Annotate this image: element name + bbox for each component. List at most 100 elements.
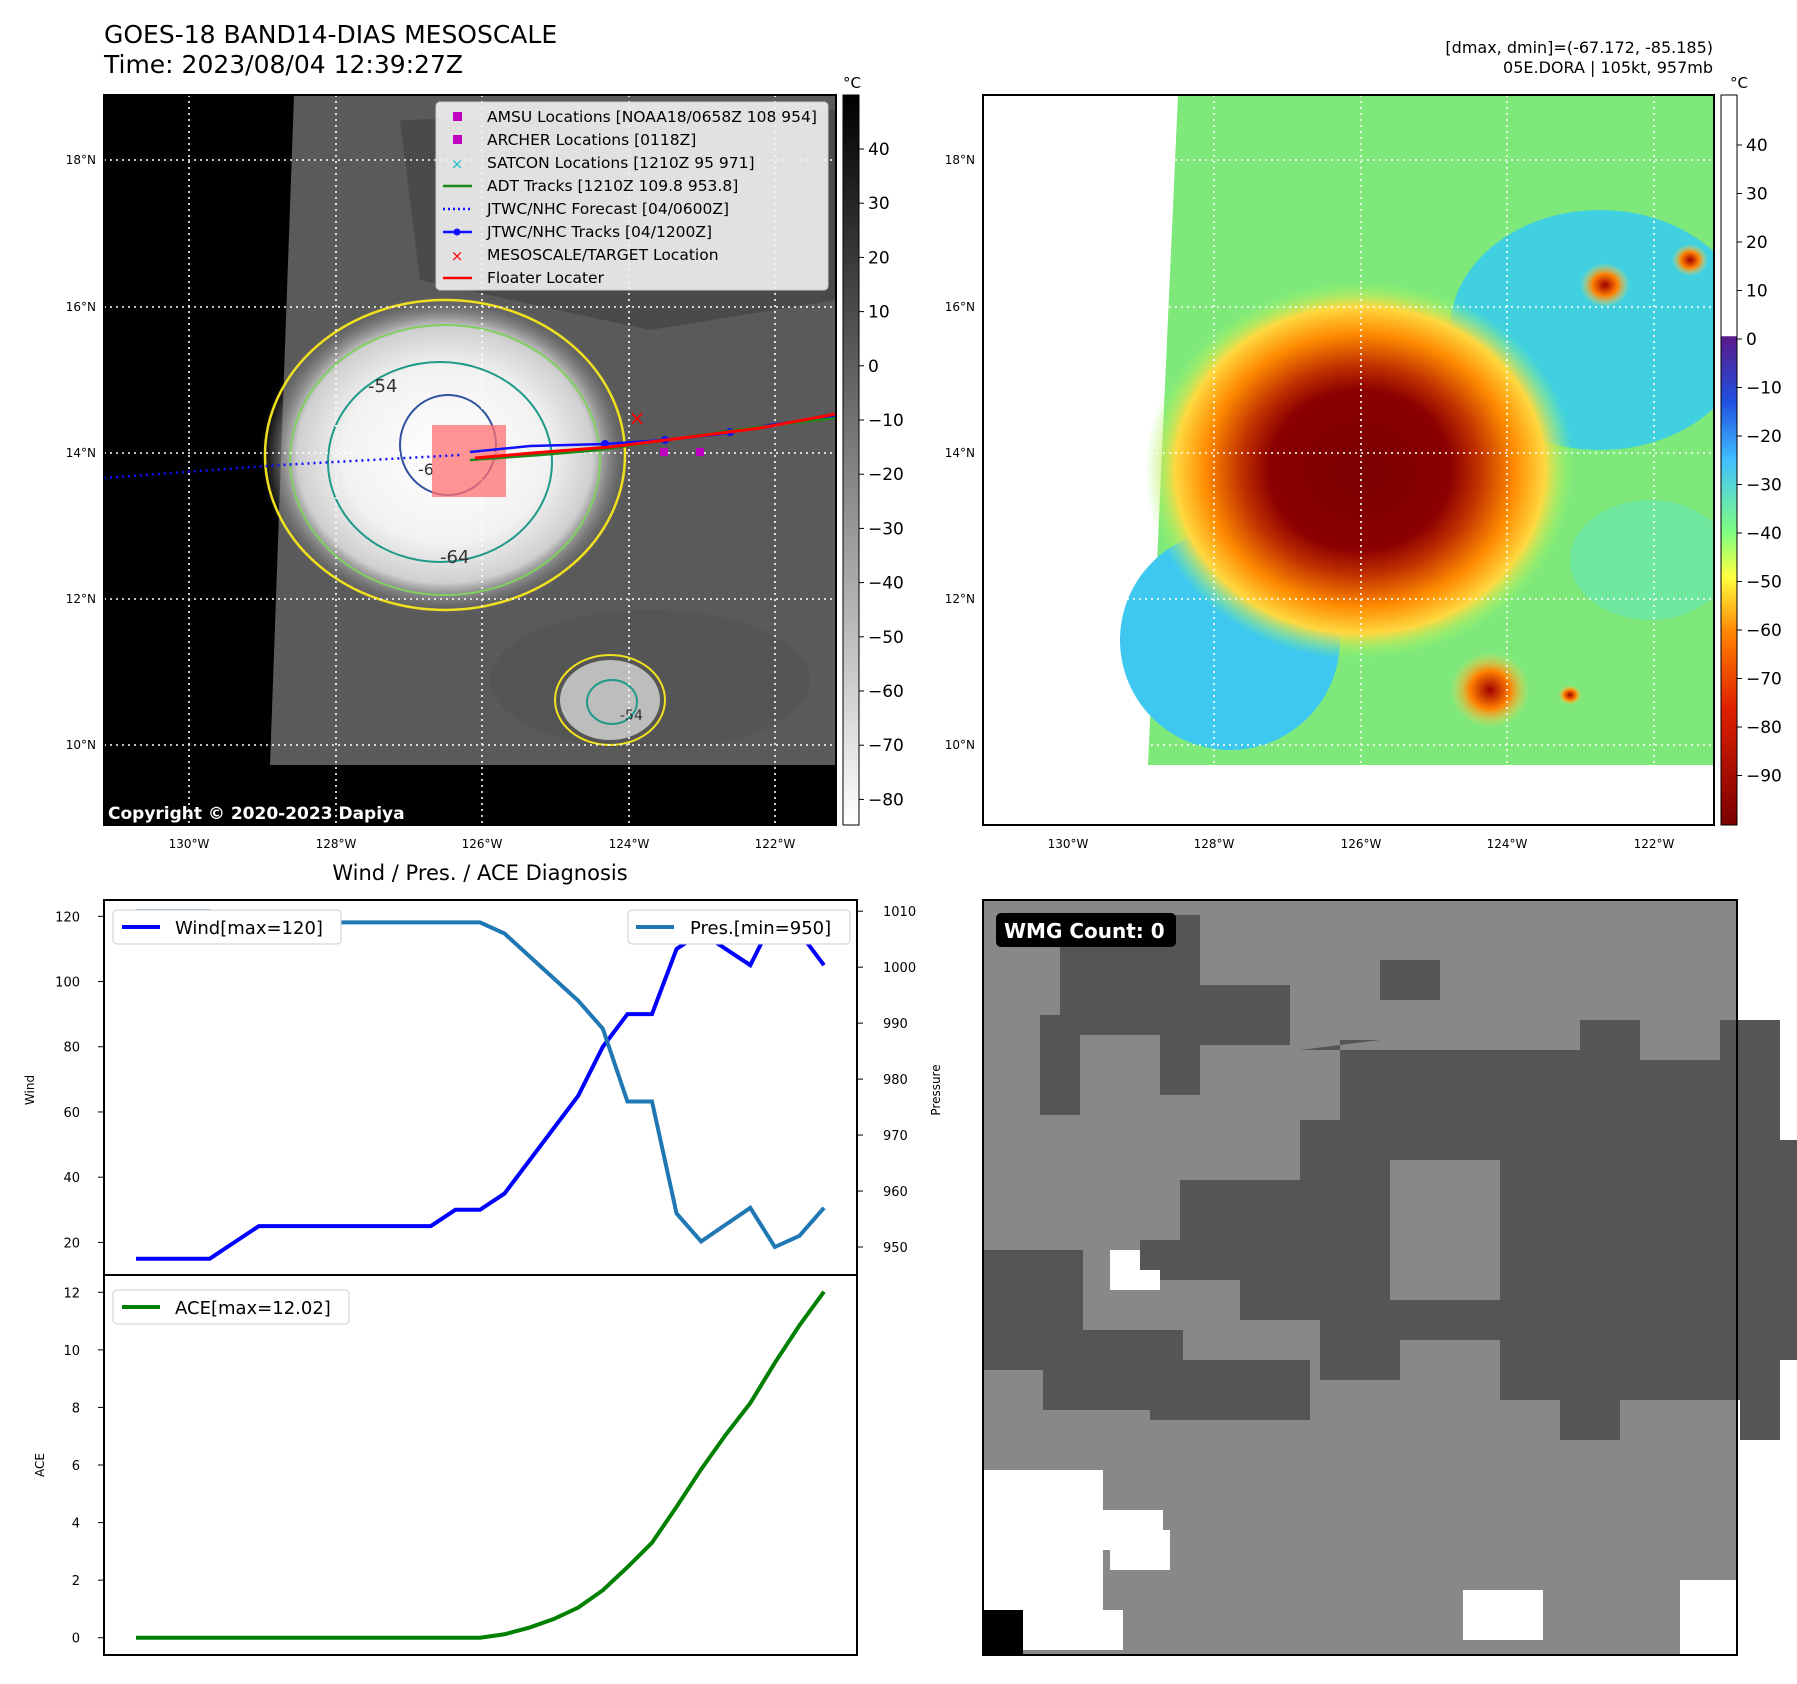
wind-legend: Wind[max=120] [112, 909, 342, 945]
storm-intensity-readout: 05E.DORA | 105kt, 957mb [1503, 58, 1713, 77]
figure-title: GOES-18 BAND14-DIAS MESOSCALE Time: 2023… [104, 20, 557, 80]
legend-label: SATCON Locations [1210Z 95 971] [487, 154, 755, 172]
ace-legend-label: ACE[max=12.02] [175, 1298, 331, 1319]
ace-tick-label: 4 [72, 1517, 80, 1532]
ir-lat-label-14: 14°N [66, 446, 96, 460]
color-enhanced-map-panel: 18°N 16°N 14°N 12°N 10°N 130°W 128°W 126… [945, 74, 1782, 851]
ace-axis-label: ACE [33, 1453, 47, 1477]
ir-colorbar-tick-label: −20 [868, 465, 904, 485]
col-lon-label-128: 128°W [1194, 837, 1235, 851]
col-lon-label-126: 126°W [1341, 837, 1382, 851]
ace-tick-label: 8 [72, 1401, 80, 1416]
floater-locater-track [474, 412, 836, 460]
ace-axes [103, 1274, 858, 1656]
legend-label: AMSU Locations [NOAA18/0658Z 108 954] [487, 108, 817, 126]
pressure-axis-label: Pressure [929, 1064, 943, 1115]
pressure-tick-label: 1000 [883, 961, 916, 976]
pressure-tick-label: 980 [883, 1073, 908, 1088]
col-lat-label-14: 14°N [945, 446, 975, 460]
col-lon-label-122: 122°W [1634, 837, 1675, 851]
title-line-1: GOES-18 BAND14-DIAS MESOSCALE [104, 20, 558, 49]
ir-map-panel: -54 -64 -6 -54 × Copyrig [66, 74, 904, 851]
wind-tick-label: 60 [63, 1106, 80, 1121]
ir-lat-label-12: 12°N [66, 592, 96, 606]
pressure-legend: Pres.[min=950] [627, 909, 851, 945]
legend-marker-dot [453, 228, 461, 236]
legend-label: MESOSCALE/TARGET Location [487, 246, 719, 264]
ir-colorbar-unit: °C [843, 74, 861, 92]
contour-label-4: -54 [620, 708, 643, 724]
ace-legend: ACE[max=12.02] [112, 1289, 350, 1325]
color-map-colorbar: °C 40 30 20 10 0 −10 −20 −30 −40 −50 −60 −70 −80 −90 [1720, 74, 1782, 826]
ir-colorbar-tick-label: 40 [868, 140, 890, 160]
ir-colorbar-tick-label: −40 [868, 574, 904, 594]
legend-label: ARCHER Locations [0118Z] [487, 131, 696, 149]
ace-tick-label: 6 [72, 1459, 80, 1474]
contour-label-3: -6 [418, 460, 434, 479]
col-lon-label-124: 124°W [1487, 837, 1528, 851]
ace-tick-label: 10 [63, 1344, 80, 1359]
ir-colorbar-tick-label: 10 [868, 303, 890, 323]
ir-lat-label-16: 16°N [66, 300, 96, 314]
diagnosis-title: Wind / Pres. / ACE Diagnosis [332, 861, 627, 885]
ir-lat-label-10: 10°N [66, 738, 96, 752]
color-colorbar-tick-label: 10 [1746, 282, 1768, 302]
wind-tick-label: 20 [63, 1236, 80, 1251]
color-colorbar-tick-label: 20 [1746, 233, 1768, 253]
col-lat-label-10: 10°N [945, 738, 975, 752]
pressure-tick-label: 960 [883, 1185, 908, 1200]
ir-colorbar-tick-label: −30 [868, 519, 904, 539]
ir-lon-label-128: 128°W [316, 837, 357, 851]
contour-label-2: -64 [440, 547, 469, 568]
wind-axis-label: Wind [23, 1075, 37, 1105]
diagnosis-chart: Wind / Pres. / ACE Diagnosis Wind Pressu… [23, 861, 943, 1656]
archer-marker [696, 448, 704, 456]
legend-marker: × [451, 155, 464, 173]
ir-lon-label-124: 124°W [609, 837, 650, 851]
ir-colorbar: °C 40 30 20 10 0 −10 −20 −30 −40 −50 −60 −70 −80 [842, 74, 904, 826]
ir-colorbar-tick-label: −70 [868, 736, 904, 756]
ir-colorbar-tick-label: −10 [868, 411, 904, 431]
pressure-tick-label: 970 [883, 1129, 908, 1144]
pressure-tick-label: 1010 [883, 905, 916, 920]
ir-axis-labels: 18°N 16°N 14°N 12°N 10°N 130°W 128°W 126… [66, 153, 796, 851]
color-colorbar-tick-label: −60 [1746, 621, 1782, 641]
ir-colorbar-tick-label: −50 [868, 628, 904, 648]
col-lon-label-130: 130°W [1048, 837, 1089, 851]
color-colorbar-tick-label: 0 [1746, 330, 1757, 350]
contour-label-1: -54 [368, 376, 397, 397]
color-colorbar-tick-label: −50 [1746, 573, 1782, 593]
wmg-panel: WMG Count: 0 [982, 899, 1797, 1656]
legend-marker [453, 112, 462, 121]
ir-colorbar-tick-label: 0 [868, 357, 879, 377]
color-map-axis-labels: 18°N 16°N 14°N 12°N 10°N 130°W 128°W 126… [945, 153, 1675, 851]
color-colorbar-tick-label: −30 [1746, 476, 1782, 496]
mesoscale-target-box [432, 425, 506, 497]
ace-tick-label: 12 [63, 1286, 80, 1301]
color-colorbar-tick-label: −10 [1746, 379, 1782, 399]
wmg-count-label: WMG Count: 0 [1004, 919, 1165, 943]
ir-colorbar-tick-label: −60 [868, 682, 904, 702]
pressure-tick-label: 950 [883, 1241, 908, 1256]
legend-label: ADT Tracks [1210Z 109.8 953.8] [487, 177, 738, 195]
legend-marker: × [451, 247, 464, 265]
legend-label: JTWC/NHC Tracks [04/1200Z] [486, 223, 712, 241]
col-lat-label-18: 18°N [945, 153, 975, 167]
color-colorbar-tick-label: −90 [1746, 767, 1782, 787]
col-lat-label-16: 16°N [945, 300, 975, 314]
wind-legend-label: Wind[max=120] [175, 918, 323, 939]
wind-tick-label: 40 [63, 1171, 80, 1186]
color-colorbar-tick-label: 30 [1746, 185, 1768, 205]
pressure-tick-label: 990 [883, 1017, 908, 1032]
target-location-marker: × [629, 406, 646, 430]
ir-legend: AMSU Locations [NOAA18/0658Z 108 954] ARC… [435, 101, 829, 291]
dmax-dmin-readout: [dmax, dmin]=(-67.172, -85.185) [1445, 38, 1713, 57]
pressure-legend-label: Pres.[min=950] [690, 918, 831, 939]
ir-lon-label-122: 122°W [755, 837, 796, 851]
ir-lon-label-130: 130°W [169, 837, 210, 851]
legend-label: JTWC/NHC Forecast [04/0600Z] [486, 200, 729, 218]
color-colorbar-unit: °C [1730, 74, 1748, 92]
ir-lon-label-126: 126°W [462, 837, 503, 851]
color-colorbar-tick-label: −80 [1746, 718, 1782, 738]
